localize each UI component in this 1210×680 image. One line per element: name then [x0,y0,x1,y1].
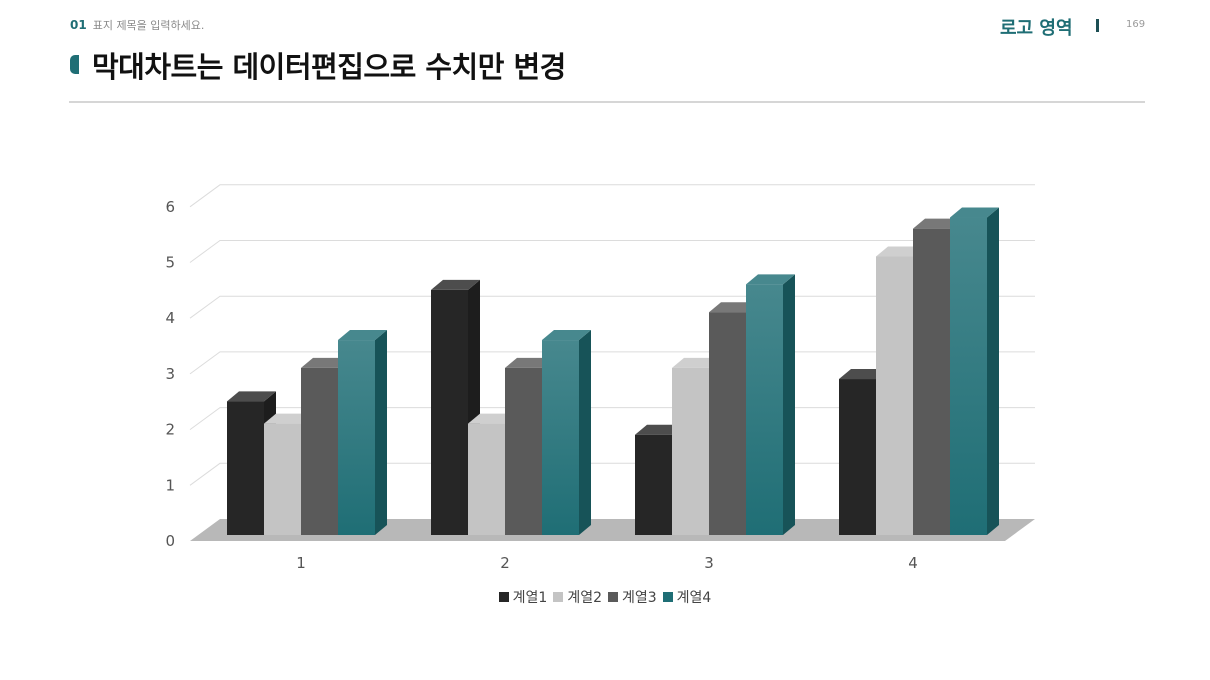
legend-swatch [608,592,618,602]
y-tick-label: 4 [165,309,175,327]
y-tick-label: 0 [165,532,175,550]
legend-label: 계열1 [512,590,548,606]
bar [746,274,795,535]
section-number: 01 [70,18,87,32]
bar [950,207,999,535]
bar [338,330,387,535]
gridline [189,184,1035,208]
gridline [189,240,1035,263]
legend-item: 계열3 [608,587,657,607]
legend-item: 계열4 [662,587,712,607]
y-tick-label: 3 [165,365,175,383]
chart-floor [190,519,1035,541]
legend-swatch [662,592,673,602]
legend-label: 계열4 [676,590,712,606]
y-tick-label: 5 [165,254,175,272]
legend-item: 계열2 [553,587,602,607]
section-label-text: 표지 제목을 입력하세요. [92,19,205,32]
x-tick-label: 3 [704,554,714,572]
page-title: 막대차트는 데이터편집으로 수치만 변경 [92,50,566,84]
bar-group [839,207,999,535]
section-label: 01 표지 제목을 입력하세요. [70,17,204,33]
logo-divider [1096,19,1099,32]
chart-legend: 계열1 계열2 계열3 계열4 [0,587,1210,607]
logo-area: 로고 영역 [1000,18,1073,39]
y-tick-label: 6 [165,198,175,216]
bar-group [635,274,795,535]
bar [542,330,591,535]
page-number: 169 [1126,19,1146,30]
title-divider [69,101,1145,103]
title-marker [70,55,79,74]
x-tick-label: 4 [908,554,918,572]
x-tick-label: 1 [296,554,306,572]
bar-group [227,330,387,535]
legend-label: 계열2 [567,590,602,606]
bar-group [431,279,591,535]
legend-item: 계열1 [498,587,548,607]
legend-swatch [498,592,509,602]
y-tick-label: 1 [165,476,175,494]
legend-label: 계열3 [622,590,657,606]
legend-swatch [553,592,564,602]
x-tick-label: 2 [500,554,510,572]
y-tick-label: 2 [165,421,175,439]
